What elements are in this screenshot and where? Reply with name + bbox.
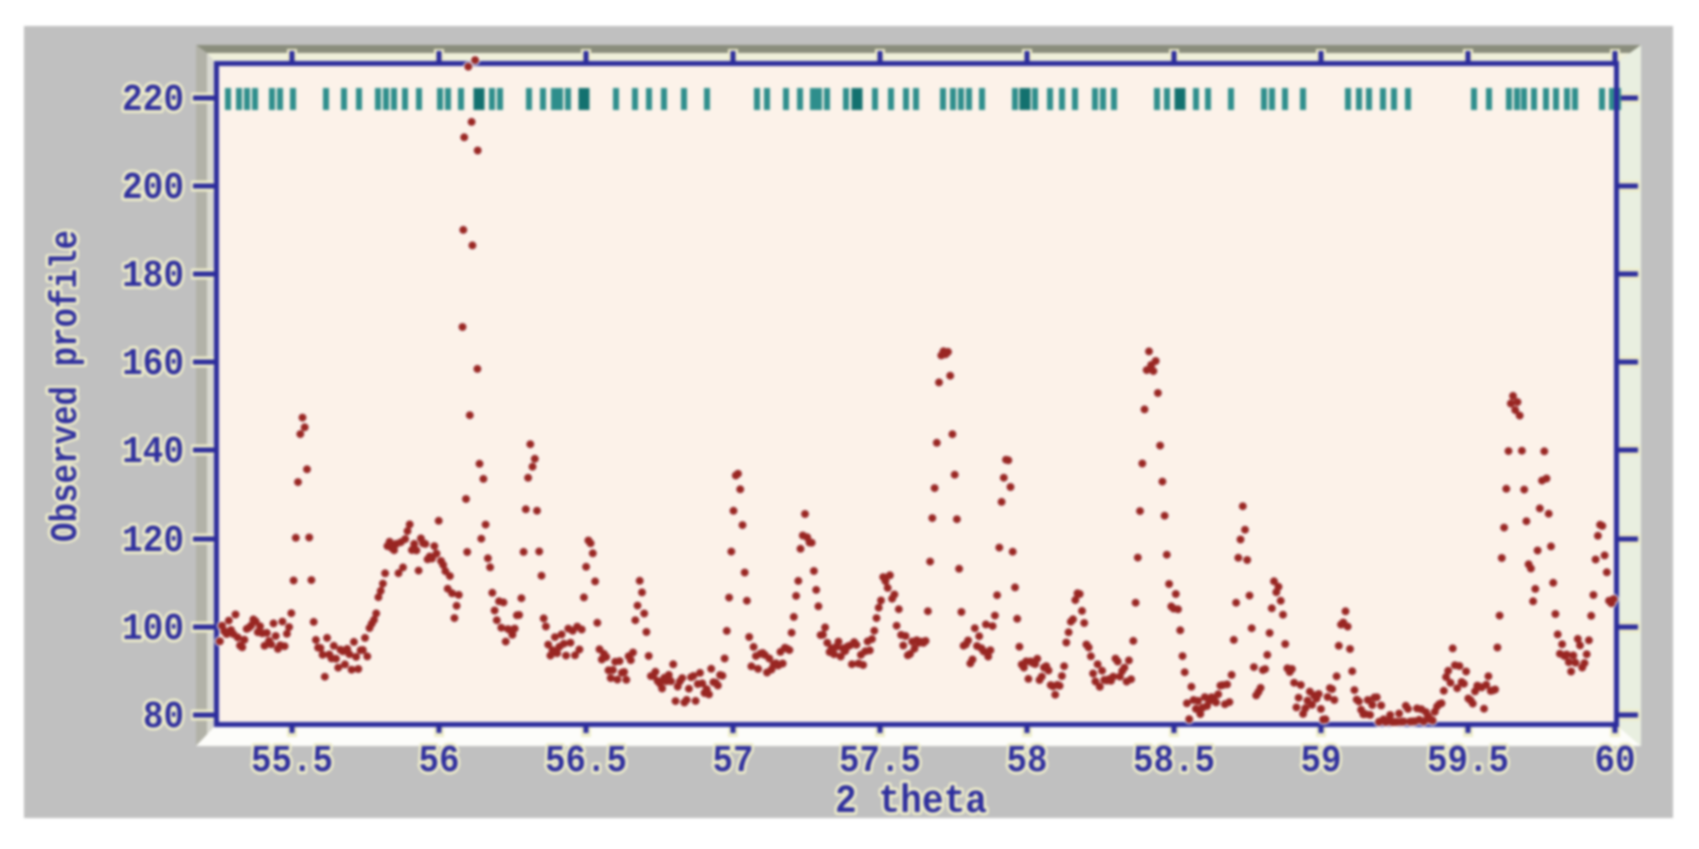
- svg-text:120: 120: [122, 520, 184, 563]
- svg-text:160: 160: [122, 343, 184, 386]
- svg-text:140: 140: [122, 431, 184, 474]
- svg-text:200: 200: [122, 167, 184, 210]
- svg-text:58.5: 58.5: [1133, 740, 1215, 783]
- svg-text:56: 56: [419, 740, 460, 783]
- svg-text:58: 58: [1007, 740, 1048, 783]
- svg-text:80: 80: [143, 696, 184, 739]
- svg-text:Observed profile: Observed profile: [45, 230, 88, 542]
- svg-text:220: 220: [122, 79, 184, 122]
- svg-text:100: 100: [122, 608, 184, 651]
- svg-text:59: 59: [1301, 740, 1342, 783]
- svg-text:56.5: 56.5: [545, 740, 627, 783]
- svg-text:57: 57: [713, 740, 754, 783]
- svg-text:180: 180: [122, 255, 184, 298]
- svg-text:60: 60: [1595, 740, 1636, 783]
- svg-text:57.5: 57.5: [839, 740, 921, 783]
- svg-text:59.5: 59.5: [1427, 740, 1509, 783]
- svg-text:55.5: 55.5: [251, 740, 333, 783]
- svg-text:2 theta: 2 theta: [835, 780, 987, 825]
